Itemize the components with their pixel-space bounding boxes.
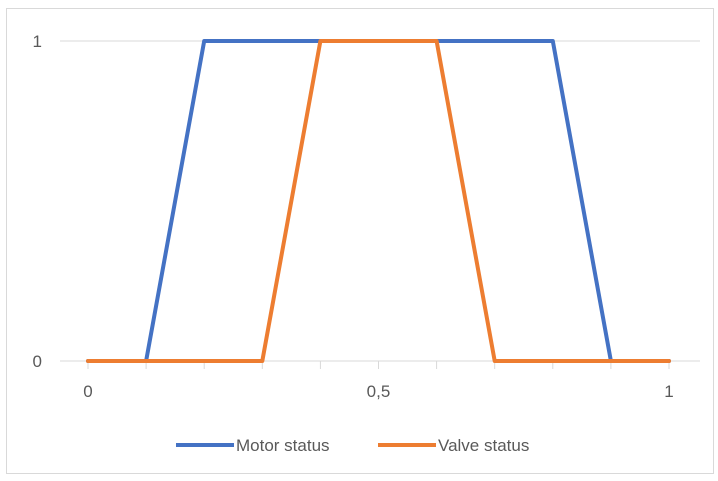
series-line-valve-status — [86, 39, 671, 363]
x-tick-label: 1 — [664, 382, 673, 401]
y-axis-labels: 01 — [33, 32, 42, 371]
series-line-motor-status — [86, 39, 671, 363]
x-tick-label: 0 — [83, 382, 92, 401]
x-axis-labels: 0 0,5 1 — [83, 382, 673, 401]
y-tick-label: 0 — [33, 352, 42, 371]
legend: Motor status Valve status — [176, 436, 529, 455]
chart-frame — [6, 8, 714, 474]
y-tick-label: 1 — [33, 32, 42, 51]
series-lines — [86, 39, 671, 363]
legend-label: Valve status — [438, 436, 529, 455]
legend-label: Motor status — [236, 436, 330, 455]
x-tick-label: 0,5 — [367, 382, 391, 401]
